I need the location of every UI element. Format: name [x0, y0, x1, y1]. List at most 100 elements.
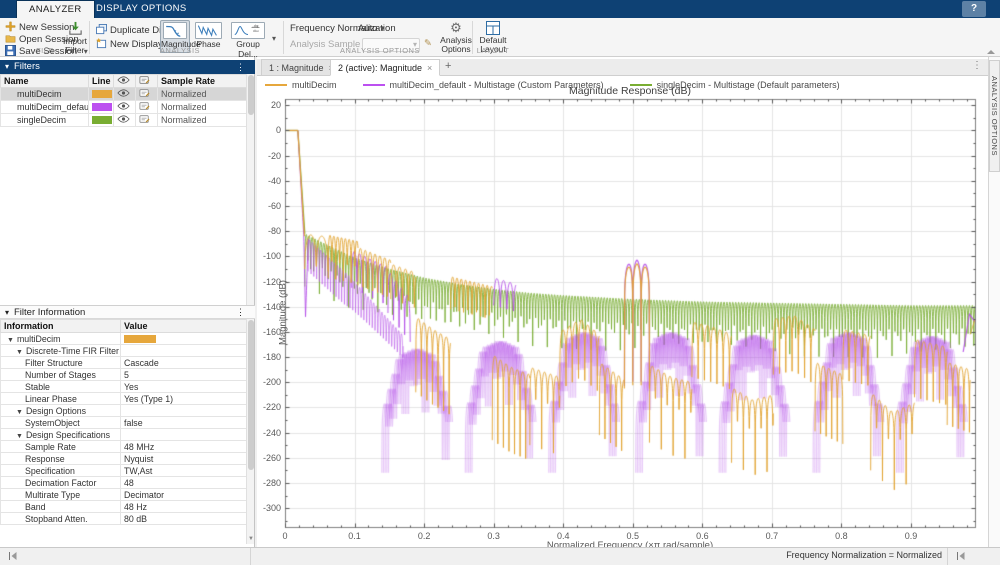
- col-sample-rate[interactable]: Sample Rate: [157, 74, 247, 88]
- info-row[interactable]: ▼Discrete-Time FIR Filter (real): [0, 344, 247, 357]
- info-value: 5: [120, 368, 247, 381]
- filters-menu-dots-icon[interactable]: ⋮: [236, 62, 245, 72]
- col-value[interactable]: Value: [120, 319, 247, 333]
- info-value: Nyquist: [120, 452, 247, 465]
- collapse-ribbon-icon[interactable]: [987, 50, 995, 54]
- filter-name[interactable]: singleDecim: [0, 113, 89, 127]
- tab-analyzer[interactable]: ANALYZER: [16, 0, 95, 18]
- save-session-icon: [5, 45, 16, 56]
- help-button[interactable]: ?: [962, 1, 986, 17]
- line-color-swatch[interactable]: [88, 87, 114, 101]
- magnitude-toggle[interactable]: Magnitude: [160, 20, 201, 53]
- info-row[interactable]: Number of Stages 5: [0, 368, 247, 381]
- open-session-button[interactable]: Open Session: [5, 33, 79, 45]
- info-row[interactable]: Stopband Atten. 80 dB: [0, 512, 247, 525]
- filter-info-header[interactable]: ▾ Filter Information ⋮: [0, 305, 255, 319]
- y-tick-label: 0: [275, 125, 281, 136]
- expand-caret-icon[interactable]: ▼: [16, 408, 23, 416]
- info-row[interactable]: Sample Rate 48 MHz: [0, 440, 247, 453]
- annotation-toggle[interactable]: [135, 113, 158, 127]
- frequency-normalization-dropdown[interactable]: Auto ▾: [358, 23, 385, 34]
- info-row[interactable]: ▼ multiDecim: [0, 332, 247, 345]
- visibility-toggle[interactable]: [113, 113, 136, 127]
- y-tick-label: -40: [267, 175, 281, 186]
- info-row[interactable]: Multirate Type Decimator: [0, 488, 247, 501]
- expand-caret-icon[interactable]: ▼: [7, 336, 14, 344]
- collapse-icon[interactable]: ▾: [4, 62, 9, 71]
- tab-display-options[interactable]: DISPLAY OPTIONS: [96, 3, 187, 14]
- y-tick-label: -240: [262, 427, 281, 438]
- chevron-down-icon: ▾: [412, 40, 417, 49]
- info-row[interactable]: Response Nyquist: [0, 452, 247, 465]
- filter-info-menu-dots-icon[interactable]: ⋮: [236, 307, 245, 317]
- info-row[interactable]: Specification TW,Ast: [0, 464, 247, 477]
- dock-left-icon[interactable]: [8, 551, 18, 561]
- analysis-gallery-dropdown[interactable]: ▾: [272, 34, 277, 43]
- col-information[interactable]: Information: [0, 319, 121, 333]
- analysis-sample-rate-input[interactable]: ▾: [362, 38, 420, 52]
- analysis-options-button[interactable]: ⚙ Analysis Options: [438, 20, 474, 55]
- y-tick-label: -140: [262, 301, 281, 312]
- import-filter-button[interactable]: Import Filter: [58, 20, 92, 55]
- col-visibility[interactable]: [113, 74, 136, 88]
- section-label-file: FILE: [36, 46, 54, 55]
- info-row[interactable]: SystemObject false: [0, 416, 247, 429]
- info-row[interactable]: Filter Structure Cascade: [0, 356, 247, 369]
- collapse-icon[interactable]: ▾: [4, 308, 9, 317]
- info-row[interactable]: ▼ Design Options: [0, 404, 247, 417]
- info-value: false: [120, 416, 247, 429]
- info-row[interactable]: Stable Yes: [0, 380, 247, 393]
- filter-row[interactable]: multiDecim Normalized: [0, 87, 247, 101]
- edit-sample-rate-pencil-icon[interactable]: ✎: [424, 38, 432, 49]
- info-label: Filter Structure: [0, 356, 121, 369]
- x-tick-label: 0.2: [417, 531, 431, 541]
- section-label-analysis: ANALYSIS: [159, 46, 201, 55]
- filters-scrollbar[interactable]: [246, 74, 254, 357]
- svg-text:-dφ: -dφ: [252, 23, 259, 28]
- dock-right-icon[interactable]: [956, 551, 966, 561]
- new-display-button[interactable]: New Display: [96, 38, 163, 50]
- annotation-icon: [139, 76, 150, 84]
- filter-sample-rate: Normalized: [157, 113, 247, 127]
- right-panel-strip: ANALYSIS OPTIONS: [988, 57, 1000, 547]
- filter-name[interactable]: multiDecim_default: [0, 100, 89, 114]
- col-annotation[interactable]: [135, 74, 158, 88]
- filter-row[interactable]: singleDecim Normalized: [0, 113, 247, 127]
- analysis-options-side-tab[interactable]: ANALYSIS OPTIONS: [989, 60, 1000, 172]
- info-row[interactable]: Decimation Factor 48: [0, 476, 247, 489]
- info-row[interactable]: Linear Phase Yes (Type 1): [0, 392, 247, 405]
- default-layout-button[interactable]: Default Layout: [476, 20, 510, 54]
- new-session-button[interactable]: New Session: [5, 21, 74, 33]
- filter-name[interactable]: multiDecim: [0, 87, 89, 101]
- info-row[interactable]: ▼ Design Specifications: [0, 428, 247, 441]
- info-label: Number of Stages: [0, 368, 121, 381]
- filters-panel-header[interactable]: ▾ Filters ⋮: [0, 60, 255, 74]
- info-row[interactable]: Band 48 Hz: [0, 500, 247, 513]
- y-tick-label: -220: [262, 402, 281, 413]
- annotation-toggle[interactable]: [135, 100, 158, 114]
- expand-caret-icon[interactable]: ▼: [16, 432, 23, 440]
- line-color-swatch[interactable]: [88, 113, 114, 127]
- col-line[interactable]: Line: [88, 74, 114, 88]
- line-color-swatch[interactable]: [88, 100, 114, 114]
- visibility-toggle[interactable]: [113, 87, 136, 101]
- magnitude-response-plot[interactable]: [257, 57, 988, 547]
- annotation-toggle[interactable]: [135, 87, 158, 101]
- y-tick-label: -60: [267, 201, 281, 211]
- filter-row[interactable]: multiDecim_default Normalized: [0, 100, 247, 114]
- scroll-down-arrow-icon[interactable]: ▼: [248, 536, 254, 542]
- info-value: 80 dB: [120, 512, 247, 525]
- group-delay-toggle[interactable]: -dφ dω Group Del...: [227, 20, 269, 59]
- phase-toggle[interactable]: Phase: [192, 20, 225, 53]
- duplicate-display-button[interactable]: Duplicate Display: [96, 24, 183, 36]
- col-name[interactable]: Name: [0, 74, 89, 88]
- filter-info-scrollbar[interactable]: ▼: [246, 319, 254, 544]
- save-session-button[interactable]: Save Session ▾: [5, 45, 88, 57]
- expand-caret-icon[interactable]: ▼: [16, 348, 23, 356]
- svg-text:dω: dω: [253, 28, 258, 33]
- save-session-dropdown[interactable]: ▾: [83, 47, 88, 56]
- new-session-icon: [5, 21, 16, 32]
- info-value: Yes: [120, 380, 247, 393]
- visibility-toggle[interactable]: [113, 100, 136, 114]
- y-tick-label: -20: [267, 150, 281, 161]
